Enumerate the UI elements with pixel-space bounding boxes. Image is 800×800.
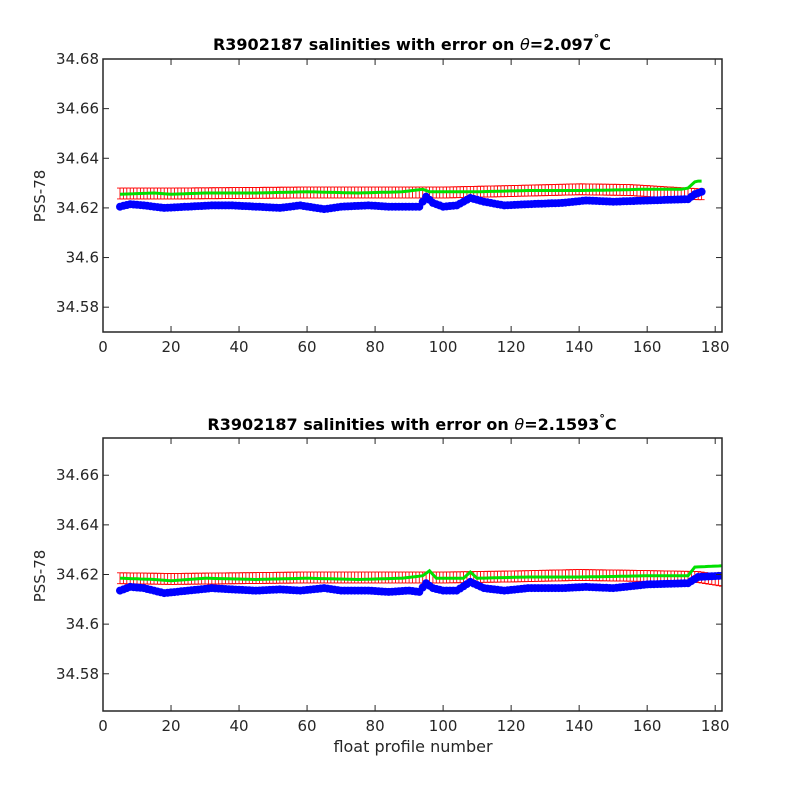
float-salinity-points [116, 187, 706, 214]
y-tick-label: 34.64 [56, 149, 99, 167]
error-bar [647, 185, 654, 198]
lower-x-axis-label: float profile number [333, 737, 493, 756]
error-bar-group [117, 183, 705, 201]
error-bar [650, 185, 657, 198]
x-tick-label: 140 [565, 717, 594, 735]
x-tick-label: 140 [565, 338, 594, 356]
lower-salinity-plot: R3902187 salinities with error on θ=2.15… [31, 412, 730, 756]
error-bar [361, 571, 368, 584]
x-tick-label: 100 [429, 338, 458, 356]
y-tick-label: 34.66 [56, 100, 99, 118]
error-bar [572, 569, 579, 581]
data-point [718, 571, 722, 580]
error-bar [341, 571, 348, 584]
mapped-salinity-line [119, 179, 702, 196]
x-tick-label: 160 [633, 717, 662, 735]
x-tick-label: 180 [701, 717, 730, 735]
x-tick-label: 180 [701, 338, 730, 356]
error-bar [576, 569, 583, 581]
y-tick-label: 34.66 [56, 466, 99, 484]
upper-salinity-plot: R3902187 salinities with error on θ=2.09… [31, 32, 730, 356]
data-point [697, 187, 706, 196]
upper-y-axis-label: PSS-78 [31, 170, 49, 223]
x-tick-label: 80 [366, 717, 385, 735]
x-tick-label: 60 [298, 717, 317, 735]
x-tick-label: 20 [161, 338, 180, 356]
error-bar [409, 186, 416, 199]
error-bar [338, 571, 345, 584]
x-tick-label: 120 [497, 338, 526, 356]
y-tick-label: 34.6 [66, 615, 99, 633]
error-bar [589, 569, 596, 582]
error-bar [358, 571, 365, 584]
y-tick-label: 34.64 [56, 516, 99, 534]
x-tick-label: 0 [98, 338, 108, 356]
error-bar [168, 573, 175, 585]
x-tick-label: 40 [229, 717, 248, 735]
error-bar [365, 571, 372, 584]
x-tick-label: 20 [161, 717, 180, 735]
error-bar [579, 569, 586, 581]
y-tick-label: 34.62 [56, 199, 99, 217]
x-tick-label: 160 [633, 338, 662, 356]
y-tick-label: 34.58 [56, 665, 99, 683]
error-bar [559, 569, 566, 582]
error-bar [582, 569, 589, 582]
x-tick-label: 100 [429, 717, 458, 735]
y-tick-label: 34.68 [56, 50, 99, 68]
error-bar [640, 184, 647, 197]
error-bar [355, 571, 362, 584]
axes-frame [102, 58, 723, 333]
float-salinity-points [116, 571, 722, 598]
x-tick-label: 40 [229, 338, 248, 356]
error-bar [565, 569, 572, 582]
error-bar [368, 571, 375, 584]
x-tick-label: 120 [497, 717, 526, 735]
lower-y-axis-label: PSS-78 [31, 550, 49, 603]
error-bar [644, 185, 651, 198]
error-bar [351, 571, 358, 584]
error-bar [562, 569, 569, 582]
y-tick-label: 34.6 [66, 249, 99, 267]
x-tick-label: 80 [366, 338, 385, 356]
error-bar [586, 569, 593, 582]
error-bar [555, 569, 562, 582]
error-bar [344, 571, 351, 584]
lower-plot-title: R3902187 salinities with error on θ=2.15… [207, 412, 616, 434]
error-bar [348, 571, 355, 584]
error-bar [569, 569, 576, 582]
mapped-salinity-line [119, 564, 722, 583]
upper-plot-title: R3902187 salinities with error on θ=2.09… [213, 32, 611, 54]
y-tick-label: 34.62 [56, 566, 99, 584]
x-tick-label: 60 [298, 338, 317, 356]
x-tick-label: 0 [98, 717, 108, 735]
y-tick-label: 34.58 [56, 298, 99, 316]
